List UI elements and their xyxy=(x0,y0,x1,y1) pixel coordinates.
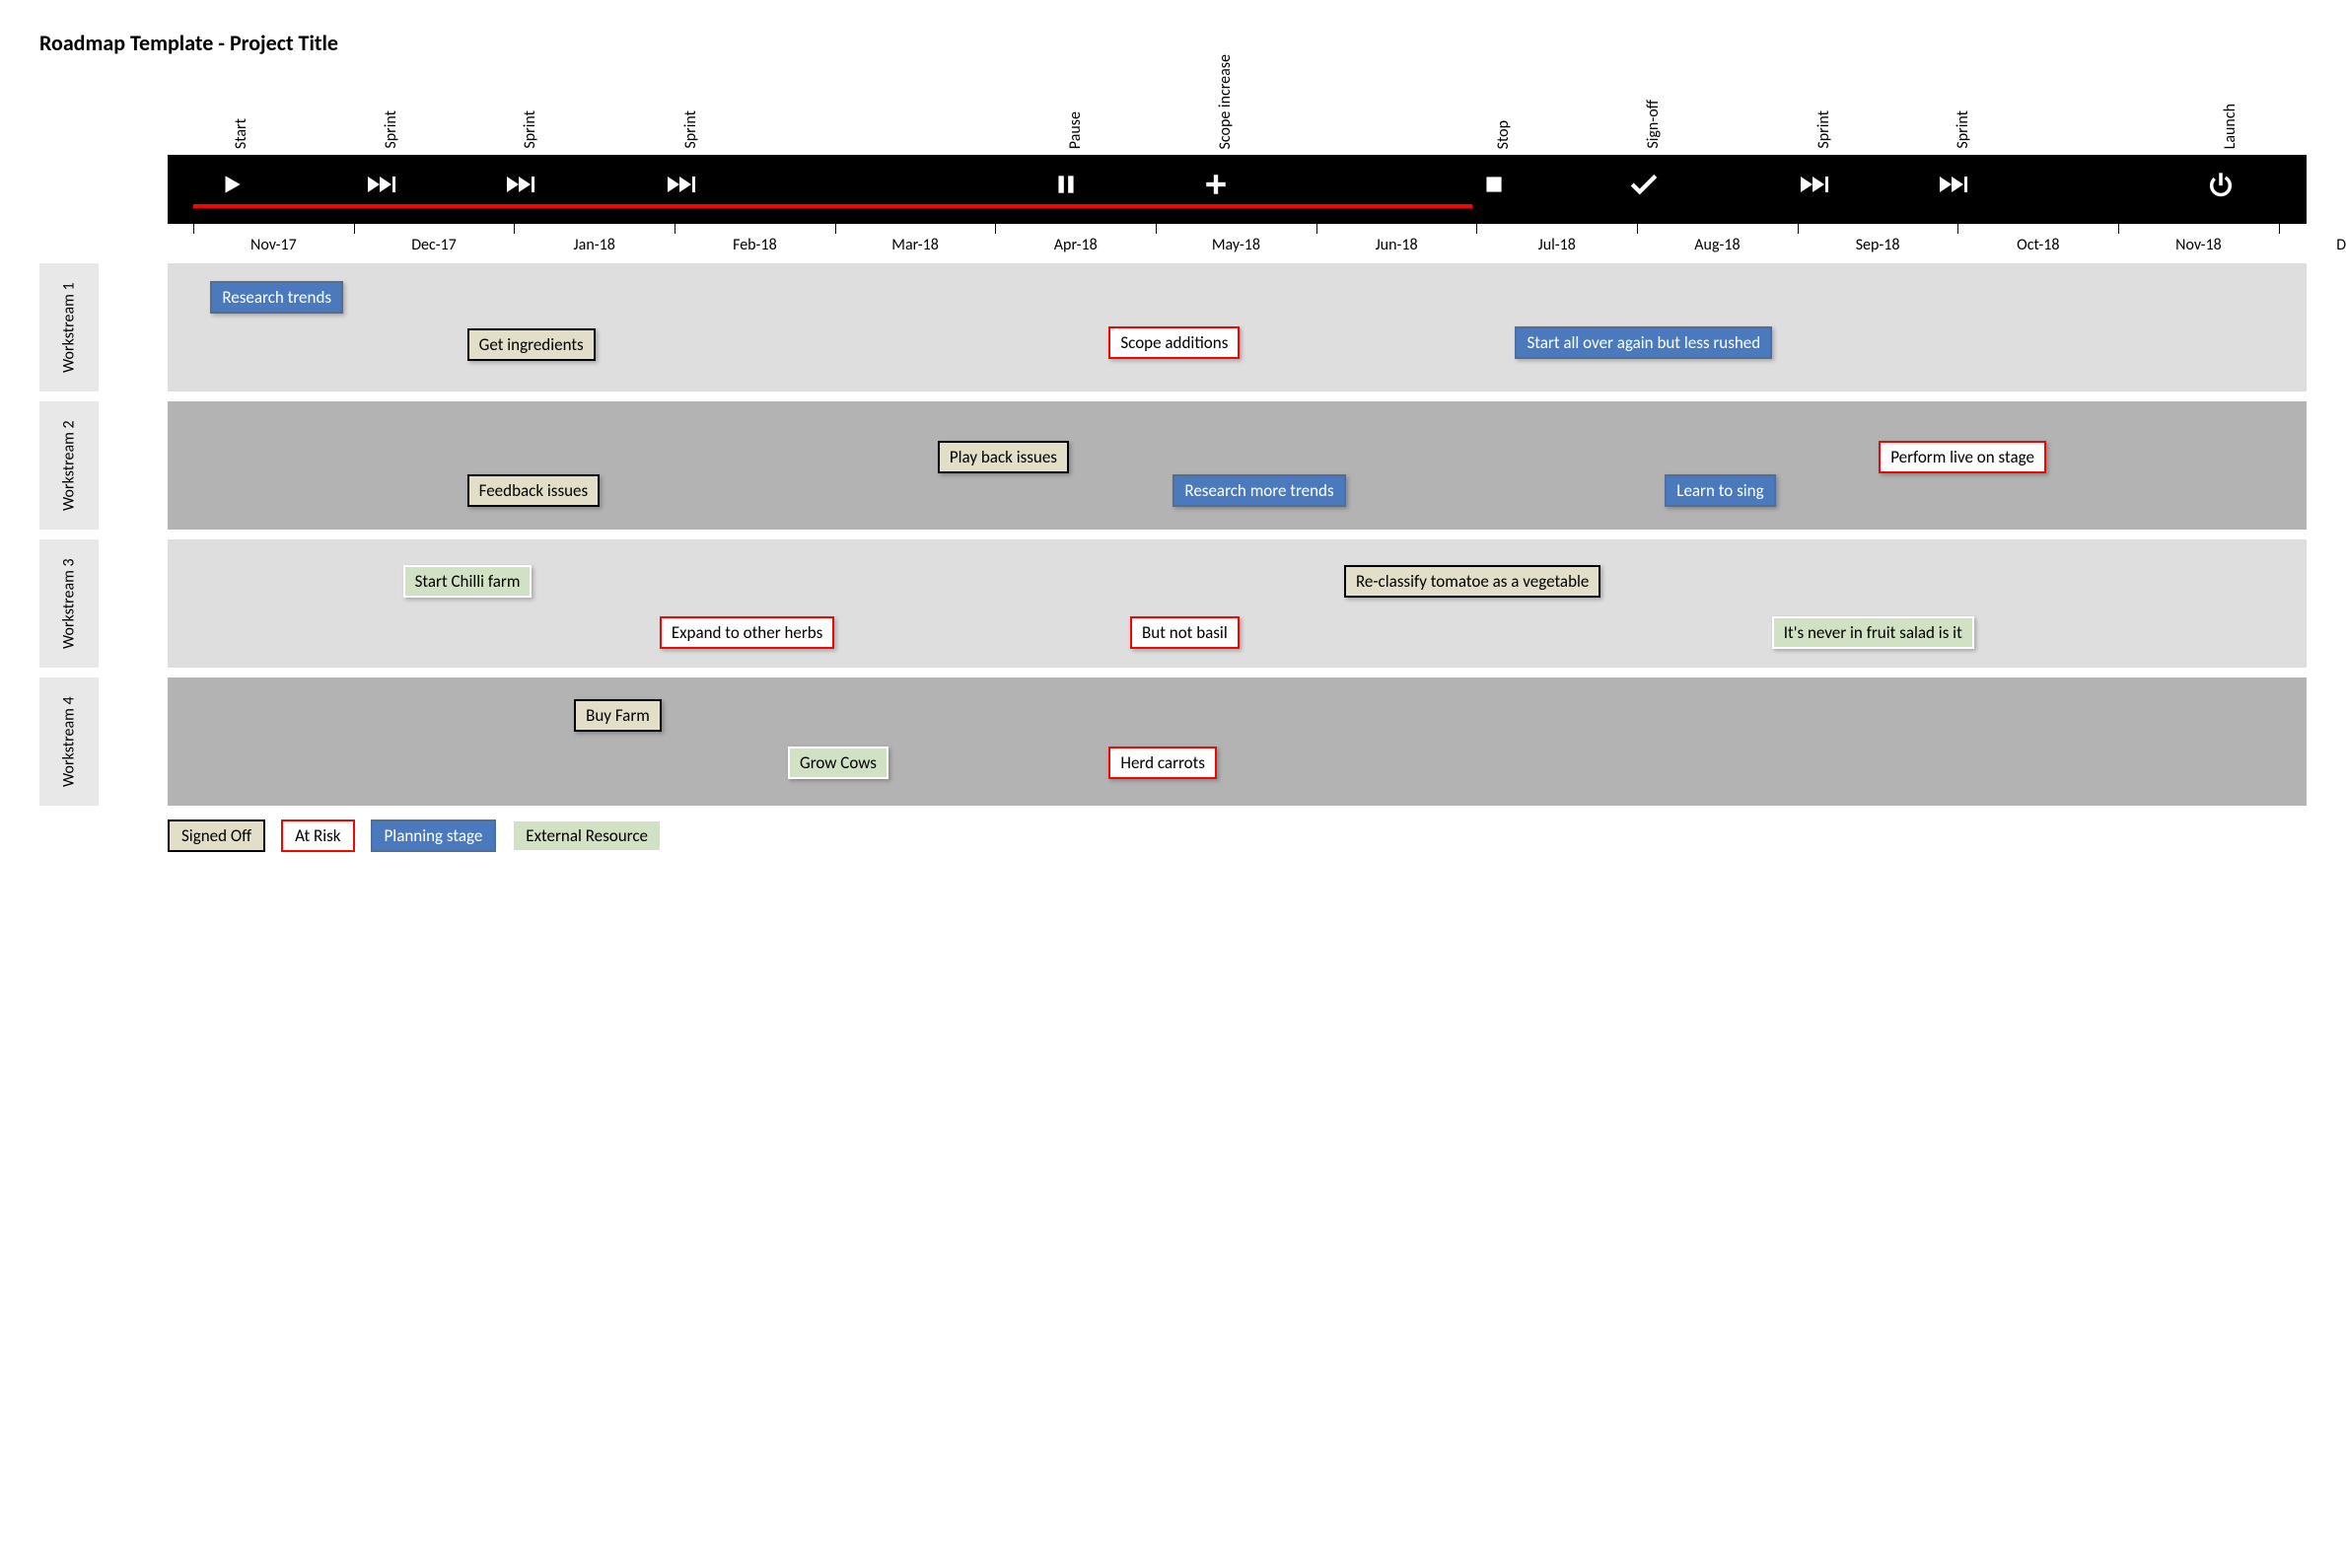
month-label: Jun-18 xyxy=(1376,236,1418,254)
swimlane-track: Research trends Get ingredients Scope addi… xyxy=(168,263,2307,392)
task-bar: But not basil xyxy=(1130,616,1240,649)
month-tick xyxy=(1957,224,1958,234)
next-icon xyxy=(1799,171,1830,205)
milestone-label: Sprint xyxy=(521,110,539,149)
task-bar: Buy Farm xyxy=(574,699,662,732)
roadmap-chart: StartSprintSprintSprintPauseScope increa… xyxy=(39,76,2307,852)
milestone-label: Pause xyxy=(1066,111,1085,149)
task-bar: It's never in fruit salad is it xyxy=(1772,616,1974,649)
month-tick xyxy=(1798,224,1799,234)
pause-icon xyxy=(1053,171,1079,205)
next-icon xyxy=(666,171,697,205)
legend-item: At Risk xyxy=(281,820,354,852)
milestone-label: Sprint xyxy=(382,110,400,149)
month-tick xyxy=(2279,224,2280,234)
milestone-label: Sign-off xyxy=(1644,100,1663,149)
month-tick xyxy=(193,224,194,234)
month-label: Nov-18 xyxy=(2175,236,2222,254)
play-icon xyxy=(219,171,245,205)
swimlane: Workstream 2 Feedback issues Play back iss… xyxy=(39,401,2307,530)
plus-icon xyxy=(1203,171,1229,205)
task-bar: Start Chilli farm xyxy=(403,565,533,598)
month-tick xyxy=(995,224,996,234)
month-label: Mar-18 xyxy=(891,236,939,254)
month-label: May-18 xyxy=(1212,236,1260,254)
stop-icon xyxy=(1481,171,1507,205)
month-tick xyxy=(1156,224,1157,234)
task-bar: Play back issues xyxy=(938,441,1069,473)
task-bar: Learn to sing xyxy=(1665,474,1775,507)
month-label: Nov-17 xyxy=(250,236,297,254)
month-tick xyxy=(835,224,836,234)
month-tick xyxy=(354,224,355,234)
next-icon xyxy=(1938,171,1969,205)
month-tick xyxy=(2118,224,2119,234)
task-bar: Grow Cows xyxy=(788,747,889,779)
month-label: Jan-18 xyxy=(574,236,615,254)
month-tick xyxy=(1316,224,1317,234)
milestone-label: Scope increase xyxy=(1216,54,1235,149)
month-label: Sep-18 xyxy=(1856,236,1900,254)
swimlane-label: Workstream 2 xyxy=(39,401,99,530)
milestone-label: Launch xyxy=(2221,104,2239,149)
swimlane-track: Feedback issues Play back issues Research … xyxy=(168,401,2307,530)
task-bar: Get ingredients xyxy=(467,328,596,361)
milestone-label: Sprint xyxy=(1814,110,1833,149)
progress-indicator xyxy=(193,204,1472,208)
milestone-label: Sprint xyxy=(681,110,700,149)
swimlane-label: Workstream 4 xyxy=(39,677,99,806)
month-label: Oct-18 xyxy=(2017,236,2059,254)
swimlane-label: Workstream 3 xyxy=(39,539,99,668)
task-bar: Re-classify tomatoe as a vegetable xyxy=(1344,565,1600,598)
legend-item: External Resource xyxy=(512,820,662,852)
swimlane-track: Buy Farm Grow Cows Herd carrots xyxy=(168,677,2307,806)
legend: Signed Off At Risk Planning stage External … xyxy=(168,820,2307,852)
task-bar: Research more trends xyxy=(1173,474,1345,507)
task-bar: Research trends xyxy=(210,281,343,314)
task-bar: Start all over again but less rushed xyxy=(1515,326,1772,359)
month-label: Jul-18 xyxy=(1538,236,1576,254)
swimlane: Workstream 1 Research trends Get ingredien… xyxy=(39,263,2307,392)
milestone-label: Start xyxy=(232,118,250,149)
month-label: Feb-18 xyxy=(733,236,777,254)
month-label: Apr-18 xyxy=(1054,236,1098,254)
month-tick xyxy=(1637,224,1638,234)
swimlane-label: Workstream 1 xyxy=(39,263,99,392)
task-bar: Feedback issues xyxy=(467,474,600,507)
task-bar: Scope additions xyxy=(1108,326,1240,359)
month-label: Dec-17 xyxy=(411,236,457,254)
month-tick xyxy=(514,224,515,234)
month-axis: Nov-17 Dec-17 Jan-18 Feb-18 Mar-18 Apr-18 May-… xyxy=(168,224,2307,263)
next-icon xyxy=(505,171,536,205)
milestone-label-row: StartSprintSprintSprintPauseScope increa… xyxy=(168,76,2307,155)
swimlane: Workstream 3 Start Chilli farm Expand to o… xyxy=(39,539,2307,668)
swimlane-container: Workstream 1 Research trends Get ingredien… xyxy=(39,263,2307,806)
month-label: Dec-18 xyxy=(2336,236,2346,254)
task-bar: Expand to other herbs xyxy=(660,616,834,649)
swimlane: Workstream 4 Buy Farm Grow Cows Herd carrot… xyxy=(39,677,2307,806)
task-bar: Perform live on stage xyxy=(1879,441,2046,473)
month-label: Aug-18 xyxy=(1694,236,1740,254)
page-title: Roadmap Template - Project Title xyxy=(39,30,2307,56)
milestone-label: Sprint xyxy=(1954,110,1972,149)
legend-item: Planning stage xyxy=(371,820,497,852)
next-icon xyxy=(366,171,397,205)
check-icon xyxy=(1629,171,1659,205)
month-tick xyxy=(1476,224,1477,234)
power-icon xyxy=(2207,171,2235,206)
legend-item: Signed Off xyxy=(168,820,265,852)
task-bar: Herd carrots xyxy=(1108,747,1217,779)
swimlane-track: Start Chilli farm Expand to other herbs Bu… xyxy=(168,539,2307,668)
media-bar xyxy=(168,155,2307,224)
milestone-label: Stop xyxy=(1494,120,1513,149)
